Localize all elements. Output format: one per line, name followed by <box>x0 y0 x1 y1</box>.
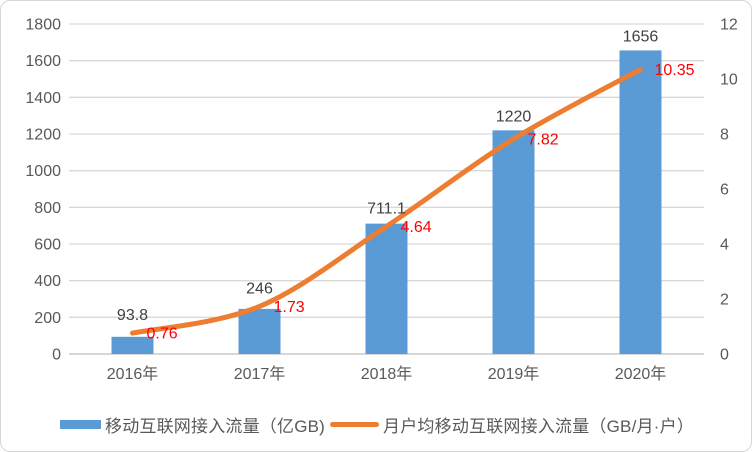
bar-2020年 <box>619 50 662 355</box>
bar-data-label: 711.1 <box>367 200 406 217</box>
chart-legend: 移动互联网接入流量（亿GB) 月户均移动互联网接入流量（GB/月·户） <box>1 407 751 441</box>
right-axis-tick-label: 8 <box>720 127 729 144</box>
right-axis-tick-label: 2 <box>720 292 729 309</box>
line-series-swatch-icon <box>330 421 380 427</box>
bar-2016年 <box>111 336 154 354</box>
x-axis-category-label: 2018年 <box>361 365 413 383</box>
line-data-label: 10.35 <box>655 62 695 79</box>
line-data-label: 1.73 <box>274 299 305 316</box>
bar-data-label: 1656 <box>623 28 659 45</box>
left-axis-tick-label: 0 <box>52 347 61 364</box>
right-axis-tick-label: 12 <box>720 17 738 34</box>
line-series-path <box>130 66 643 336</box>
right-axis-tick-label: 6 <box>720 182 729 199</box>
left-axis-tick-label: 800 <box>34 200 61 217</box>
bar-2019年 <box>492 130 535 354</box>
x-axis-category-label: 2016年 <box>107 365 159 383</box>
left-axis-tick-label: 600 <box>34 237 61 254</box>
legend-item-bar-series: 移动互联网接入流量（亿GB) <box>60 412 325 437</box>
left-axis-tick-label: 1800 <box>25 17 61 34</box>
bar-series-swatch-icon <box>60 419 101 429</box>
bar-data-label: 246 <box>246 280 273 297</box>
bar-data-label: 1220 <box>496 108 532 125</box>
left-axis-tick-label: 1400 <box>25 90 61 107</box>
bar-2018年 <box>365 223 408 354</box>
right-axis-tick-label: 4 <box>720 237 729 254</box>
left-axis-tick-label: 200 <box>34 310 61 327</box>
legend-item-line-series: 月户均移动互联网接入流量（GB/月·户） <box>330 412 694 437</box>
x-axis-category-label: 2020年 <box>615 365 667 383</box>
line-data-label: 0.76 <box>147 326 178 343</box>
line-data-label: 4.64 <box>401 219 432 236</box>
left-axis-tick-label: 1200 <box>25 127 61 144</box>
x-axis-category-label: 2017年 <box>234 365 286 383</box>
legend-label-bar-series: 移动互联网接入流量（亿GB) <box>105 416 326 436</box>
left-axis-tick-label: 1600 <box>25 53 61 70</box>
left-axis-tick-label: 1000 <box>25 163 61 180</box>
left-axis-tick-label: 400 <box>34 273 61 290</box>
legend-label-line-series: 月户均移动互联网接入流量（GB/月·户） <box>383 416 694 436</box>
bar-data-label: 93.8 <box>117 307 148 324</box>
bar-2017年 <box>238 308 281 354</box>
x-axis-category-label: 2019年 <box>488 365 540 383</box>
line-data-label: 7.82 <box>528 131 559 148</box>
right-axis-tick-label: 10 <box>720 72 738 89</box>
right-axis-tick-label: 0 <box>720 347 729 364</box>
